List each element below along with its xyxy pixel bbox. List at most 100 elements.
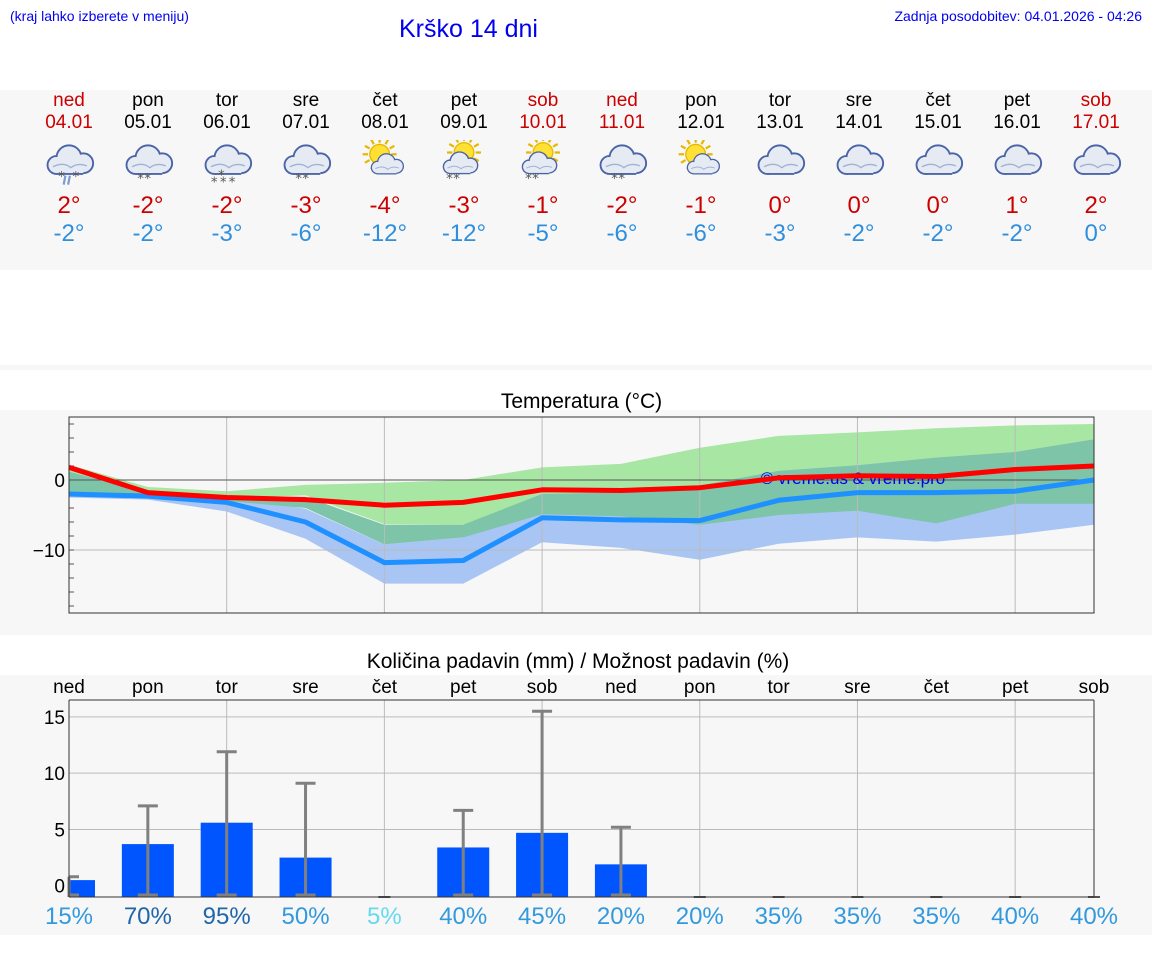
cloud-shape	[1073, 144, 1122, 175]
day-name: pet	[450, 90, 478, 111]
min-temp: -6°	[606, 220, 638, 247]
max-temp: -3°	[448, 192, 480, 219]
cloud-snow-sleet-icon: * *	[46, 144, 95, 185]
cloud-snow-icon: * *	[125, 144, 174, 187]
max-temp: 0°	[847, 192, 871, 219]
precip-probability: 15%	[44, 903, 94, 930]
cloud-shape	[46, 144, 95, 175]
cloud-icon	[915, 144, 964, 175]
divider	[0, 365, 1152, 370]
day-column: pet 16.01 1° -2°	[977, 90, 1057, 248]
snowflake: *	[229, 175, 236, 190]
min-temp: -6°	[290, 220, 322, 247]
cloud-icon	[757, 144, 806, 175]
day-date: 05.01	[124, 112, 172, 133]
day-column: čet 08.01 -4° -12°	[345, 90, 425, 248]
max-temp: 0°	[926, 192, 950, 219]
category-label: pet	[1002, 677, 1029, 698]
cloud-snow-icon: * *	[599, 144, 648, 187]
location-menu-hint[interactable]: (kraj lahko izberete v meniju)	[10, 8, 189, 24]
category-label: pon	[132, 677, 164, 698]
max-temp: -2°	[606, 192, 638, 219]
cloud-icon	[915, 144, 964, 175]
cloud-shape	[915, 144, 964, 175]
min-temp: -2°	[53, 220, 85, 247]
cloud-icon	[757, 144, 806, 175]
category-label: ned	[605, 677, 637, 698]
category-label: ned	[53, 677, 85, 698]
snowflake: *	[532, 172, 539, 187]
forecast-band	[0, 90, 1152, 270]
day-name: sob	[527, 90, 559, 111]
day-date: 13.01	[756, 112, 804, 133]
min-temp: -6°	[685, 220, 717, 247]
sun-cloud-snow-icon: * *	[521, 140, 560, 187]
cloud-icon	[1073, 144, 1122, 175]
y-tick-label: 10	[44, 764, 65, 785]
cloud-snow-icon: * *	[283, 144, 332, 187]
cloud-snow-sleet-icon: * *	[46, 144, 95, 185]
precip-probability: 40%	[1069, 903, 1119, 930]
max-temp: -3°	[290, 192, 322, 219]
cloud-shape	[442, 151, 479, 175]
sun-cloud-icon	[678, 140, 720, 175]
y-tick-label: 0	[54, 877, 65, 898]
day-date: 09.01	[440, 112, 488, 133]
cloud-snow-icon: * *	[599, 144, 648, 187]
min-temp: -5°	[527, 220, 559, 247]
day-column: sob 10.01 * * -1° -5°	[503, 90, 583, 248]
sun-cloud-icon	[362, 140, 404, 175]
snowflake: *	[302, 172, 309, 187]
cloud-shape	[204, 144, 253, 175]
snowflake: *	[218, 168, 225, 183]
cloud-snow-icon: * *	[283, 144, 332, 187]
precip-bar	[69, 880, 95, 897]
cloud-shape	[994, 144, 1043, 175]
precip-probability: 20%	[675, 903, 724, 930]
cloud-icon	[836, 144, 885, 175]
precip-probability: 40%	[991, 903, 1040, 930]
precip-probability: 35%	[912, 903, 961, 930]
day-date: 08.01	[361, 112, 409, 133]
category-label: čet	[924, 677, 950, 698]
category-label: sre	[844, 677, 870, 698]
cloud-icon	[1073, 144, 1122, 175]
precip-probability: 45%	[518, 903, 567, 930]
day-date: 17.01	[1072, 112, 1120, 133]
max-temp: -2°	[211, 192, 243, 219]
sun-cloud-icon	[362, 140, 404, 175]
cloud-shape	[283, 144, 332, 175]
max-temp: 2°	[57, 192, 81, 219]
max-temp: -4°	[369, 192, 401, 219]
snowflake: *	[618, 172, 625, 187]
snowflake: *	[295, 172, 302, 187]
cloud-heavy-snow-icon: ** * *	[204, 144, 253, 190]
day-column: ned 04.01 * * 2° -2°	[29, 90, 109, 248]
day-name: sre	[292, 90, 320, 111]
category-label: tor	[768, 677, 791, 698]
min-temp: -12°	[362, 220, 408, 247]
day-name: sob	[1080, 90, 1112, 111]
cloud-shape	[757, 144, 806, 175]
day-column: pet 09.01 * * -3° -12°	[424, 90, 504, 248]
max-temp: -2°	[132, 192, 164, 219]
precip-probability: 5%	[367, 903, 402, 930]
cloud-snow-icon: * *	[125, 144, 174, 187]
cloud-shape	[599, 144, 648, 175]
snowflake: *	[58, 170, 65, 185]
max-temp: -1°	[685, 192, 717, 219]
day-column: tor 06.01 * * * * -2° -3°	[187, 90, 267, 248]
max-temp: 1°	[1005, 192, 1029, 219]
precip-probability: 35%	[833, 903, 882, 930]
category-label: pon	[684, 677, 716, 698]
day-date: 07.01	[282, 112, 330, 133]
min-temp: -2°	[843, 220, 875, 247]
min-temp: -12°	[441, 220, 487, 247]
sun-cloud-icon	[678, 140, 720, 175]
sleet-drop	[67, 175, 71, 185]
y-tick-label: 0	[54, 471, 65, 492]
day-column: ned 11.01 * * -2° -6°	[582, 90, 662, 248]
min-temp: -3°	[211, 220, 243, 247]
sun-cloud-snow-icon: * *	[442, 140, 481, 187]
